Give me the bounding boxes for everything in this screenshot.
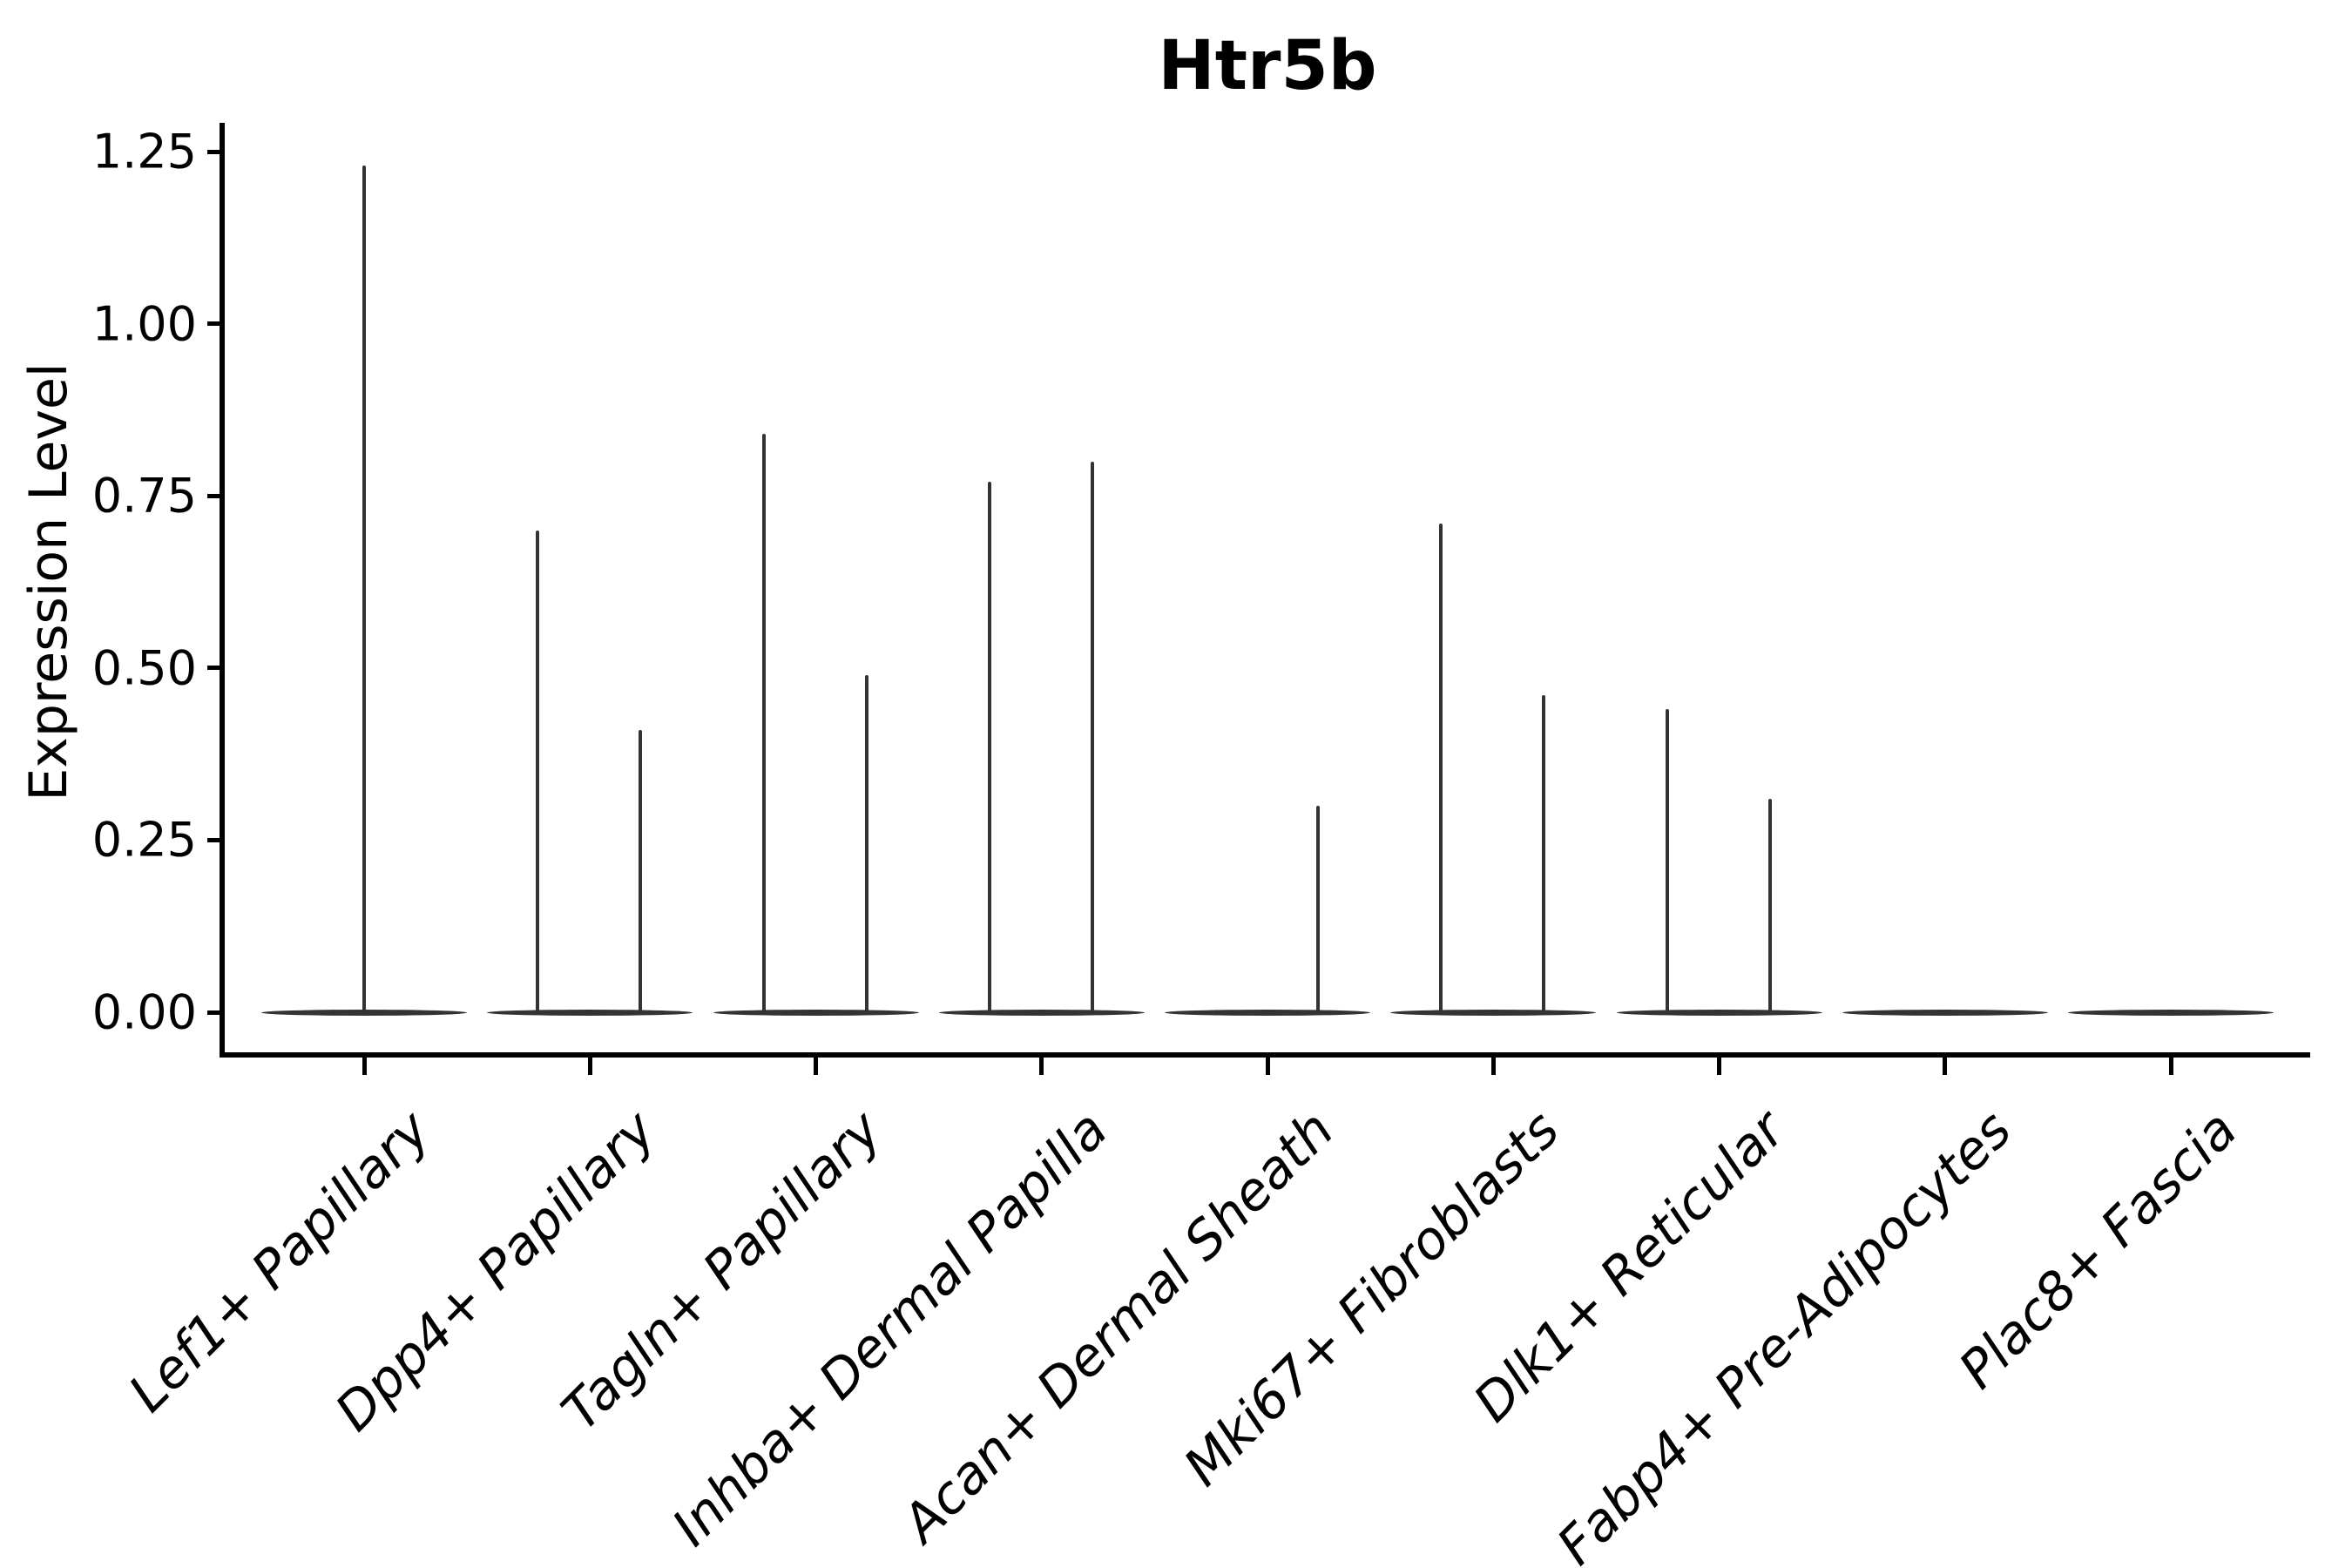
y-tick-label: 1.00 <box>91 296 197 352</box>
y-axis-spine <box>220 123 225 1058</box>
y-tick-label: 0.00 <box>91 984 197 1040</box>
x-axis-tick <box>2168 1058 2173 1075</box>
violin-baseline <box>1165 1009 1370 1016</box>
x-tick-label: Inhba+ Dermal Papilla <box>660 1099 1120 1558</box>
violin-spike <box>1090 461 1094 1014</box>
y-tick-label: 1.25 <box>91 124 197 179</box>
y-axis-tick <box>207 321 220 327</box>
y-axis-tick <box>207 1010 220 1015</box>
violin-spike <box>362 165 366 1014</box>
x-axis-spine <box>220 1052 2310 1058</box>
y-axis-tick <box>207 149 220 154</box>
violin-spike <box>1316 805 1320 1014</box>
violin-baseline <box>1390 1009 1597 1016</box>
violin-spike <box>1439 523 1443 1014</box>
y-tick-label: 0.25 <box>91 812 197 868</box>
violin-baseline <box>2068 1009 2274 1016</box>
x-axis-tick <box>1039 1058 1044 1075</box>
violin-baseline <box>713 1009 919 1016</box>
chart-title: Htr5b <box>1158 27 1377 105</box>
x-axis-tick <box>1265 1058 1270 1075</box>
violin-spike <box>761 434 766 1014</box>
y-tick-label: 0.50 <box>91 640 197 696</box>
y-tick-label: 0.75 <box>91 468 197 524</box>
x-tick-label: Fabp4+ Pre-Adipocytes <box>1545 1099 2024 1568</box>
x-tick-label: Mki67+ Fibroblasts <box>1173 1099 1571 1498</box>
x-axis-tick <box>587 1058 592 1075</box>
violin-baseline <box>938 1009 1145 1016</box>
y-axis-tick <box>207 837 220 842</box>
y-axis-tick <box>207 493 220 498</box>
violin-spike <box>1665 709 1669 1014</box>
violin-baseline <box>1616 1009 1822 1016</box>
x-axis-tick <box>1717 1058 1721 1075</box>
x-axis-tick <box>1943 1058 1948 1075</box>
violin-spike <box>1542 695 1546 1014</box>
violin-baseline <box>1842 1009 2048 1016</box>
violin-spike <box>639 729 643 1014</box>
y-axis-label: Expression Level <box>18 362 79 801</box>
violin-baseline <box>487 1009 693 1016</box>
violin-spike <box>1767 798 1772 1014</box>
x-axis-tick <box>362 1058 367 1075</box>
x-axis-tick <box>1490 1058 1496 1075</box>
x-tick-label: Acan+ Dermal Sheath <box>890 1099 1346 1555</box>
y-axis-tick <box>207 666 220 671</box>
violin-spike <box>536 530 540 1014</box>
x-axis-tick <box>814 1058 818 1075</box>
violin-spike <box>987 482 991 1014</box>
violin-spike <box>864 674 868 1014</box>
